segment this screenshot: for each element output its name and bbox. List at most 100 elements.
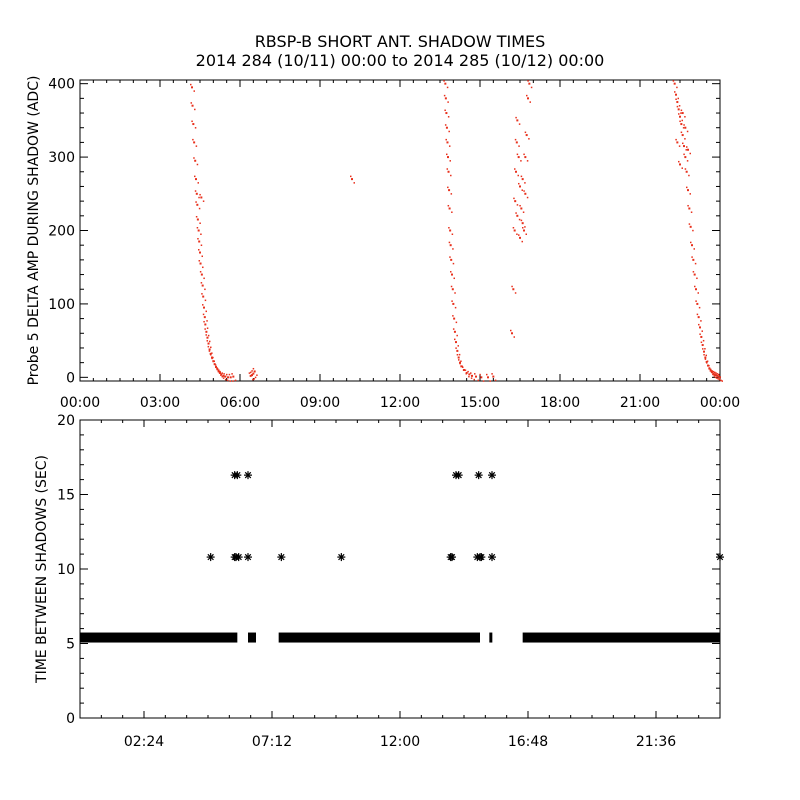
data-point [528,138,530,140]
data-point [700,335,703,338]
data-point [448,130,450,133]
data-point [226,379,229,382]
data-point [695,288,697,291]
data-point [512,288,515,291]
data-point [198,249,200,251]
data-point [228,373,231,376]
data-point [697,316,700,319]
data-point [448,227,450,229]
data-point [708,367,711,369]
data-point [244,553,252,562]
data-point [452,315,454,317]
data-point [450,193,453,195]
data-point [513,197,515,200]
data-point [452,328,455,330]
data-point [681,167,683,169]
data-point [229,376,232,379]
x-tick-label: 00:00 [60,395,100,411]
x-tick-label: 06:00 [220,395,260,411]
panel-2: 02:24 07:12 12:00 16:48 21:36 0 5 10 15 20 TIME BE… [34,413,724,750]
data-point [512,227,515,229]
data-point [443,94,446,97]
data-point [705,360,708,363]
data-point [253,370,256,373]
data-point [452,262,455,265]
data-point [713,375,715,377]
data-point [678,105,681,107]
series-1 [190,80,723,382]
data-point [196,218,199,221]
data-point [210,354,212,356]
data-point [518,145,520,147]
data-point [198,240,201,243]
data-point [684,138,686,140]
data-point [190,83,192,86]
x-tick-label: 15:00 [460,395,500,411]
data-point [453,317,456,320]
baseline-points-band [80,632,238,643]
data-point [207,342,210,345]
data-point [676,141,679,144]
data-point [704,356,707,359]
data-point [194,190,197,192]
data-point [206,340,209,342]
data-point [514,138,517,141]
data-point [193,90,195,92]
data-point [450,285,453,288]
data-point [204,328,206,330]
data-point [527,97,529,100]
x-tick-label: 21:36 [636,734,676,750]
data-point [199,222,201,224]
data-point [698,306,701,309]
data-point [193,157,195,159]
data-point [353,182,355,184]
data-point [516,153,519,156]
data-point [443,80,445,82]
data-point [217,370,220,373]
data-point [692,229,694,232]
data-point [717,378,719,380]
data-point [675,93,677,96]
data-point [513,336,515,338]
data-point [454,306,457,309]
data-point [675,98,677,101]
data-point [244,471,252,480]
data-point [200,233,202,235]
data-point [683,124,685,126]
y-tick-label: 5 [66,637,75,653]
data-point [721,380,723,382]
data-point [202,304,204,306]
data-point [203,320,205,323]
data-point [199,271,202,273]
data-point [234,553,243,562]
data-point [199,262,202,265]
data-point [520,160,522,162]
data-point [454,338,456,341]
data-point [208,348,211,351]
data-point [448,241,451,244]
data-point [718,378,721,381]
data-point [201,255,203,258]
data-point [682,142,684,145]
plot-frame [79,419,721,719]
data-point [444,97,447,100]
data-point [681,112,684,115]
data-point [460,365,463,368]
data-point [458,353,461,356]
data-point [229,380,231,382]
data-point [698,323,700,326]
data-point [519,185,521,188]
data-point [452,302,455,305]
data-point [451,211,453,213]
data-point [448,207,451,210]
data-point [492,375,495,378]
data-point [712,372,715,375]
x-tick-label: 09:00 [300,395,340,411]
data-point [517,174,519,177]
data-point [688,223,691,225]
data-point [206,553,215,562]
data-point [221,372,223,374]
data-point [448,553,456,562]
data-point [470,377,473,379]
data-point [687,148,689,151]
